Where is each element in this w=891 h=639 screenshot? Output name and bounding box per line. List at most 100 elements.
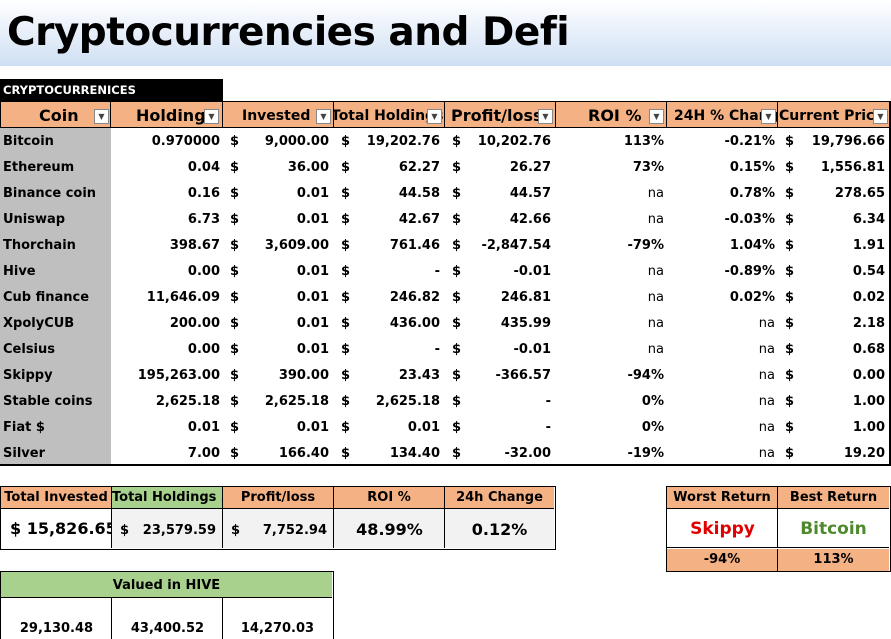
cell-total[interactable]: 761.46 <box>389 238 440 253</box>
header-coin[interactable]: Coin ▼ <box>0 101 111 128</box>
cell-total[interactable]: 436.00 <box>389 316 440 331</box>
cell-invested[interactable]: 390.00 <box>278 368 329 383</box>
cell-chg[interactable]: na <box>758 420 775 435</box>
table-row[interactable]: Silver 7.00 $166.40 $134.40 $ -32.00 -19% na $19… <box>0 440 891 466</box>
cell-chg[interactable]: -0.89% <box>724 264 776 279</box>
cell-coin[interactable]: Celsius <box>3 342 55 357</box>
table-row[interactable]: Ethereum 0.04 $36.00 $62.27 $26.27 73% 0.15% $1… <box>0 154 891 180</box>
cell-coin[interactable]: Binance coin <box>3 186 97 201</box>
cell-price[interactable]: 0.68 <box>852 342 885 357</box>
cell-pl[interactable]: - <box>545 394 551 409</box>
cell-pl[interactable]: 435.99 <box>500 316 551 331</box>
cell-chg[interactable]: na <box>758 446 775 461</box>
cell-pl[interactable]: 42.66 <box>509 212 551 227</box>
dropdown-arrow-icon[interactable]: ▼ <box>316 109 331 124</box>
table-row[interactable]: Fiat $ 0.01 $0.01 $0.01 $ - 0% na $1.00 <box>0 414 891 440</box>
dropdown-arrow-icon[interactable]: ▼ <box>873 109 888 124</box>
cell-pl[interactable]: -0.01 <box>513 264 551 279</box>
cell-price[interactable]: 2.18 <box>852 316 885 331</box>
cell-coin[interactable]: Ethereum <box>3 160 75 175</box>
cell-coin[interactable]: Bitcoin <box>3 134 54 149</box>
cell-price[interactable]: 278.65 <box>834 186 885 201</box>
cell-invested[interactable]: 0.01 <box>296 290 329 305</box>
cell-total[interactable]: 2,625.18 <box>375 394 440 409</box>
cell-roi[interactable]: na <box>647 186 664 201</box>
cell-chg[interactable]: na <box>758 368 775 383</box>
cell-pl[interactable]: 246.81 <box>500 290 551 305</box>
cell-price[interactable]: 1.00 <box>852 394 885 409</box>
cell-price[interactable]: 19,796.66 <box>811 134 885 149</box>
dropdown-arrow-icon[interactable]: ▼ <box>427 109 442 124</box>
cell-holding[interactable]: 2,625.18 <box>155 394 220 409</box>
cell-total[interactable]: 246.82 <box>389 290 440 305</box>
cell-coin[interactable]: Silver <box>3 446 45 461</box>
cell-chg[interactable]: na <box>758 316 775 331</box>
cell-pl[interactable]: 10,202.76 <box>477 134 551 149</box>
dropdown-arrow-icon[interactable]: ▼ <box>649 109 664 124</box>
cell-total[interactable]: - <box>434 342 440 357</box>
cell-holding[interactable]: 6.73 <box>187 212 220 227</box>
cell-roi[interactable]: 0% <box>641 394 664 409</box>
cell-coin[interactable]: XpolyCUB <box>3 316 75 331</box>
dropdown-arrow-icon[interactable]: ▼ <box>538 109 553 124</box>
cell-pl[interactable]: 44.57 <box>509 186 551 201</box>
table-row[interactable]: Hive 0.00 $0.01 $ - $ -0.01 na -0.89% $0.54 <box>0 258 891 284</box>
table-row[interactable]: Cub finance 11,646.09 $0.01 $246.82 $246.81 n… <box>0 284 891 310</box>
dropdown-arrow-icon[interactable]: ▼ <box>761 109 776 124</box>
cell-holding[interactable]: 195,263.00 <box>137 368 220 383</box>
cell-holding[interactable]: 0.16 <box>187 186 220 201</box>
cell-total[interactable]: 62.27 <box>398 160 440 175</box>
cell-roi[interactable]: -19% <box>627 446 664 461</box>
cell-holding[interactable]: 0.04 <box>187 160 220 175</box>
table-row[interactable]: XpolyCUB 200.00 $0.01 $436.00 $435.99 na na $2.… <box>0 310 891 336</box>
cell-price[interactable]: 1.91 <box>852 238 885 253</box>
cell-invested[interactable]: 166.40 <box>278 446 329 461</box>
cell-chg[interactable]: 0.02% <box>729 290 775 305</box>
cell-invested[interactable]: 9,000.00 <box>264 134 329 149</box>
table-row[interactable]: Uniswap 6.73 $0.01 $42.67 $42.66 na -0.03% $6.3… <box>0 206 891 232</box>
cell-roi[interactable]: na <box>647 316 664 331</box>
header-24h-change[interactable]: 24H % Chang ▼ <box>667 101 778 128</box>
header-invested[interactable]: Invested $ ▼ <box>223 101 334 128</box>
cell-roi[interactable]: -79% <box>627 238 664 253</box>
cell-pl[interactable]: -0.01 <box>513 342 551 357</box>
cell-chg[interactable]: 1.04% <box>729 238 775 253</box>
cell-pl[interactable]: -366.57 <box>495 368 551 383</box>
cell-price[interactable]: 19.20 <box>843 446 885 461</box>
cell-invested[interactable]: 2,625.18 <box>264 394 329 409</box>
table-row[interactable]: Stable coins 2,625.18 $2,625.18 $2,625.18 $ -… <box>0 388 891 414</box>
table-row[interactable]: Skippy 195,263.00 $390.00 $23.43 $ -366.57 -94… <box>0 362 891 388</box>
cell-invested[interactable]: 0.01 <box>296 342 329 357</box>
cell-roi[interactable]: -94% <box>627 368 664 383</box>
header-total-holdings[interactable]: Total Holdings ▼ <box>334 101 445 128</box>
header-profit-loss[interactable]: Profit/loss ▼ <box>445 101 556 128</box>
cell-roi[interactable]: na <box>647 342 664 357</box>
cell-chg[interactable]: -0.21% <box>724 134 776 149</box>
cell-pl[interactable]: 26.27 <box>509 160 551 175</box>
cell-pl[interactable]: - <box>545 420 551 435</box>
cell-chg[interactable]: na <box>758 342 775 357</box>
cell-invested[interactable]: 0.01 <box>296 420 329 435</box>
cell-coin[interactable]: Fiat $ <box>3 420 45 435</box>
cell-coin[interactable]: Hive <box>3 264 36 279</box>
cell-chg[interactable]: 0.78% <box>729 186 775 201</box>
cell-holding[interactable]: 0.00 <box>187 264 220 279</box>
cell-roi[interactable]: 0% <box>641 420 664 435</box>
cell-chg[interactable]: 0.15% <box>729 160 775 175</box>
table-row[interactable]: Celsius 0.00 $0.01 $ - $ -0.01 na na $0.68 <box>0 336 891 362</box>
cell-roi[interactable]: 113% <box>623 134 664 149</box>
cell-price[interactable]: 0.54 <box>852 264 885 279</box>
dropdown-arrow-icon[interactable]: ▼ <box>94 109 109 124</box>
cell-holding[interactable]: 11,646.09 <box>146 290 220 305</box>
cell-price[interactable]: 0.02 <box>852 290 885 305</box>
cell-holding[interactable]: 200.00 <box>169 316 220 331</box>
cell-price[interactable]: 1,556.81 <box>820 160 885 175</box>
cell-coin[interactable]: Stable coins <box>3 394 93 409</box>
table-row[interactable]: Bitcoin 0.970000 $9,000.00 $19,202.76 $10,20… <box>0 128 891 154</box>
cell-price[interactable]: 1.00 <box>852 420 885 435</box>
cell-coin[interactable]: Uniswap <box>3 212 66 227</box>
cell-total[interactable]: 0.01 <box>407 420 440 435</box>
header-roi[interactable]: ROI % ▼ <box>556 101 667 128</box>
cell-total[interactable]: 23.43 <box>398 368 440 383</box>
cell-total[interactable]: - <box>434 264 440 279</box>
